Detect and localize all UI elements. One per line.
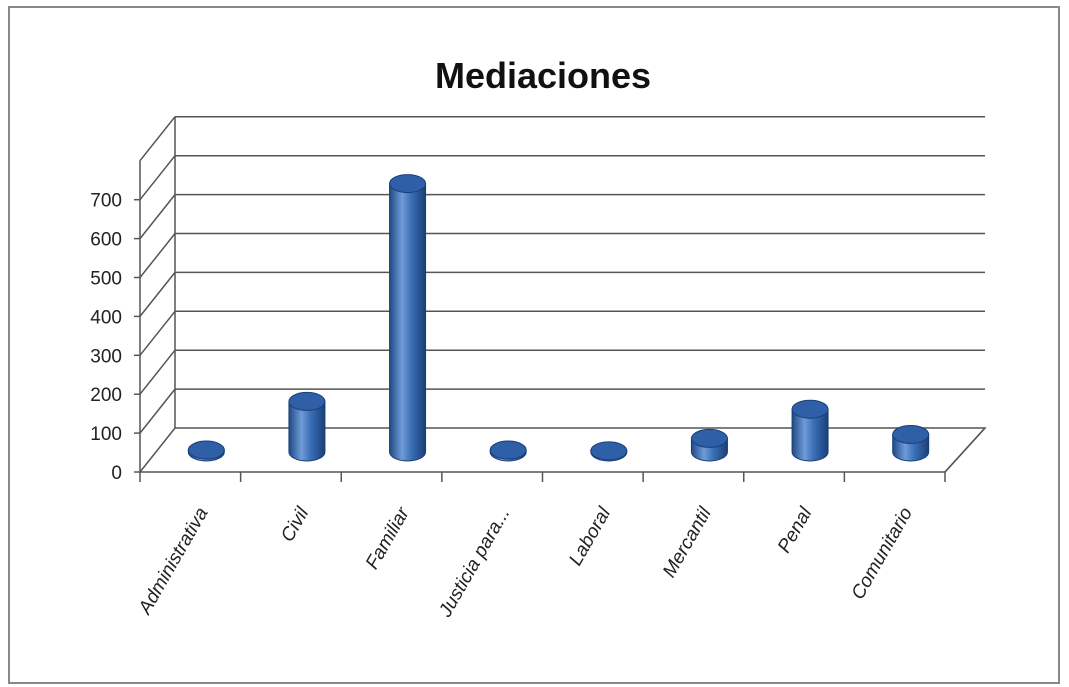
gridline-depth [139, 194, 176, 240]
floor-plane [138, 427, 987, 473]
x-tick-label: Penal [774, 503, 817, 556]
y-tick-label: 700 [90, 191, 122, 212]
bar-top [791, 399, 829, 419]
gridline-depth [139, 349, 176, 395]
bar-top [389, 174, 427, 194]
bar [690, 428, 728, 462]
y-tick-label: 100 [90, 424, 122, 445]
y-tick-label: 300 [90, 346, 122, 367]
gridline-depth [139, 310, 176, 356]
bar-top [892, 424, 930, 444]
x-tick-label: Comunitario [848, 504, 917, 603]
gridline-depth [139, 271, 176, 317]
bar-top [590, 441, 628, 461]
gridline-depth [139, 155, 176, 201]
gridline-depth [139, 388, 176, 434]
gridline-depth [139, 116, 176, 162]
x-tick-label: Justicia para... [435, 504, 515, 621]
y-tick-label: 200 [90, 385, 122, 406]
chart-title: Mediaciones [435, 55, 651, 96]
bar-top [187, 440, 225, 460]
x-tick-label: Laboral [565, 503, 615, 569]
x-tick-label: Civil [277, 503, 314, 545]
x-tick-label: Mercantil [659, 503, 716, 581]
bar [489, 440, 527, 462]
bar [590, 441, 628, 462]
gridline-depth [139, 233, 176, 278]
x-tick-label: Administrativa [134, 504, 212, 619]
bar-body [288, 400, 326, 462]
y-tick-label: 500 [90, 269, 122, 290]
bar [389, 174, 427, 462]
bar [288, 391, 326, 462]
bar-body [791, 408, 829, 462]
x-tick-label: Familiar [362, 503, 414, 573]
y-tick-label: 600 [90, 230, 122, 251]
y-tick-label: 0 [111, 463, 122, 484]
bar [791, 399, 829, 462]
bar-top [288, 391, 326, 411]
bar-body [389, 183, 427, 462]
bar-top [489, 440, 527, 460]
bar-top [690, 428, 728, 448]
bar [892, 424, 930, 462]
y-tick-label: 400 [90, 307, 122, 328]
chart-border [8, 6, 1060, 684]
floor-right-edge [944, 427, 986, 473]
bar [187, 440, 225, 462]
